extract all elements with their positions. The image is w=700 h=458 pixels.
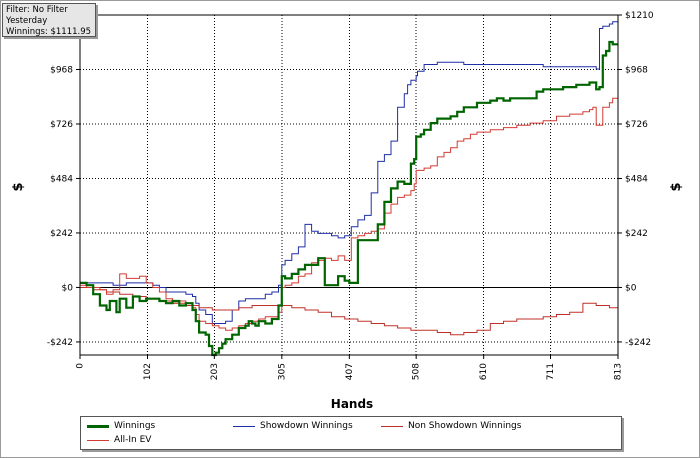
x-tick-label-0: 0 (76, 363, 86, 369)
y-tick-label-left--242: -$242 (47, 338, 73, 348)
legend-label-nonshowdown: Non Showdown Winnings (408, 421, 522, 431)
y-tick-label-right-726: $726 (625, 120, 648, 130)
legend-item-showdown: Showdown Winnings (233, 421, 353, 431)
y-tick-label-left-968: $968 (50, 65, 73, 75)
x-axis-label: Hands (331, 397, 373, 411)
legend-label-showdown: Showdown Winnings (260, 421, 353, 431)
y-tick-label-left-726: $726 (50, 120, 73, 130)
y-tick-label-left-0: $0 (62, 283, 74, 293)
x-tick-label-102: 102 (143, 363, 153, 380)
y-tick-label-right-484: $484 (625, 174, 648, 184)
winnings-graph: 0 102 203 305 407 508 610 711 813 -$242 -$242 $0 $0 $… (11, 11, 684, 411)
y-tick-label-right--242: -$242 (625, 338, 651, 348)
y-axis-label-left: $ (11, 182, 26, 191)
y-tick-label-left-242: $242 (50, 229, 73, 239)
legend-swatch-nonshowdown (381, 425, 403, 427)
x-tick-label-508: 508 (412, 363, 422, 380)
legend-item-allin: All-In EV (87, 435, 151, 445)
y-tick-label-left-484: $484 (50, 174, 73, 184)
series-layer (80, 19, 619, 357)
y-tick-label-right-1210: $1210 (625, 11, 654, 21)
legend-swatch-showdown (233, 425, 255, 427)
x-tick-label-610: 610 (479, 363, 489, 380)
legend-item-nonshowdown: Non Showdown Winnings (381, 421, 521, 431)
x-tick-label-305: 305 (277, 363, 287, 380)
legend-label-winnings: Winnings (114, 421, 156, 431)
winnings-total-text: Winnings: $1111.95 (6, 27, 92, 37)
y-tick-label-right-0: $0 (625, 283, 637, 293)
x-tick-label-813: 813 (614, 363, 624, 380)
grid-lines (80, 15, 618, 355)
plot-border (79, 14, 619, 356)
period-text: Yesterday (6, 16, 48, 26)
axes (76, 14, 622, 359)
series-line-showdown (80, 19, 619, 324)
legend-label-allin: All-In EV (114, 435, 152, 445)
x-tick-label-407: 407 (345, 363, 355, 380)
x-tick-label-711: 711 (546, 363, 556, 380)
y-tick-label-right-968: $968 (625, 65, 648, 75)
y-axis-label-right: $ (669, 182, 684, 191)
legend-item-winnings: Winnings (87, 421, 155, 431)
filter-text: Filter: No Filter (6, 5, 68, 15)
legend: Winnings Showdown Winnings Non Showdown … (80, 416, 622, 450)
legend-swatch-allin (87, 439, 109, 441)
series-line-winnings (80, 40, 618, 357)
legend-swatch-winnings (87, 424, 109, 428)
filter-info-box: Filter: No Filter Yesterday Winnings: $1… (2, 3, 96, 37)
x-tick-label-203: 203 (210, 363, 220, 380)
y-tick-label-right-242: $242 (625, 229, 648, 239)
